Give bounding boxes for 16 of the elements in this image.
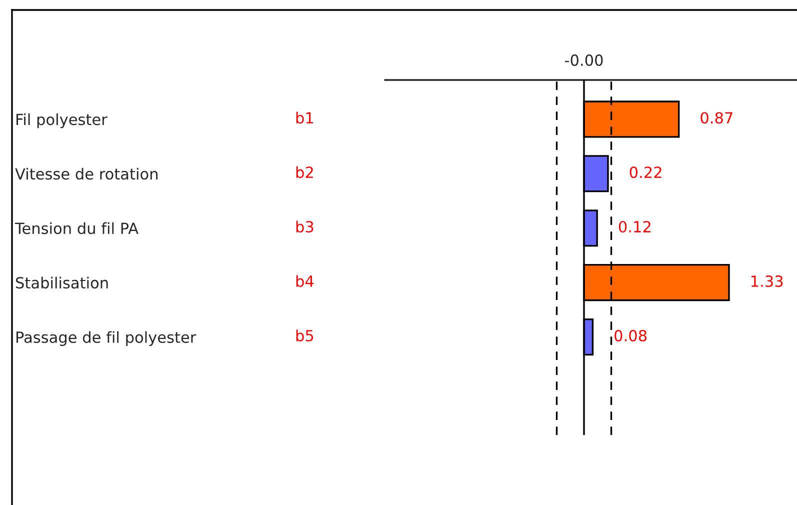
text: b1	[296, 112, 314, 124]
y-tick-label: Passage de fil polyester	[16, 331, 196, 346]
data-label: 0.12	[618, 220, 650, 233]
data-label: 0.22	[630, 166, 662, 178]
y-tick-label: Vitesse de rotation	[15, 168, 158, 180]
y-tick-label: Tension du fil PA	[14, 222, 138, 234]
text: b4	[296, 275, 314, 287]
text: -0.00	[564, 54, 603, 66]
text: b2	[296, 166, 313, 178]
data-label: 1.33	[752, 275, 783, 287]
data-label: 0.87	[700, 112, 732, 124]
data-label: 0.08	[614, 330, 647, 342]
y-tick-label: Fil polyester	[16, 113, 108, 128]
text: b3	[296, 220, 314, 233]
text: b5	[296, 330, 314, 342]
y-tick-label: Stabilisation	[16, 276, 108, 289]
